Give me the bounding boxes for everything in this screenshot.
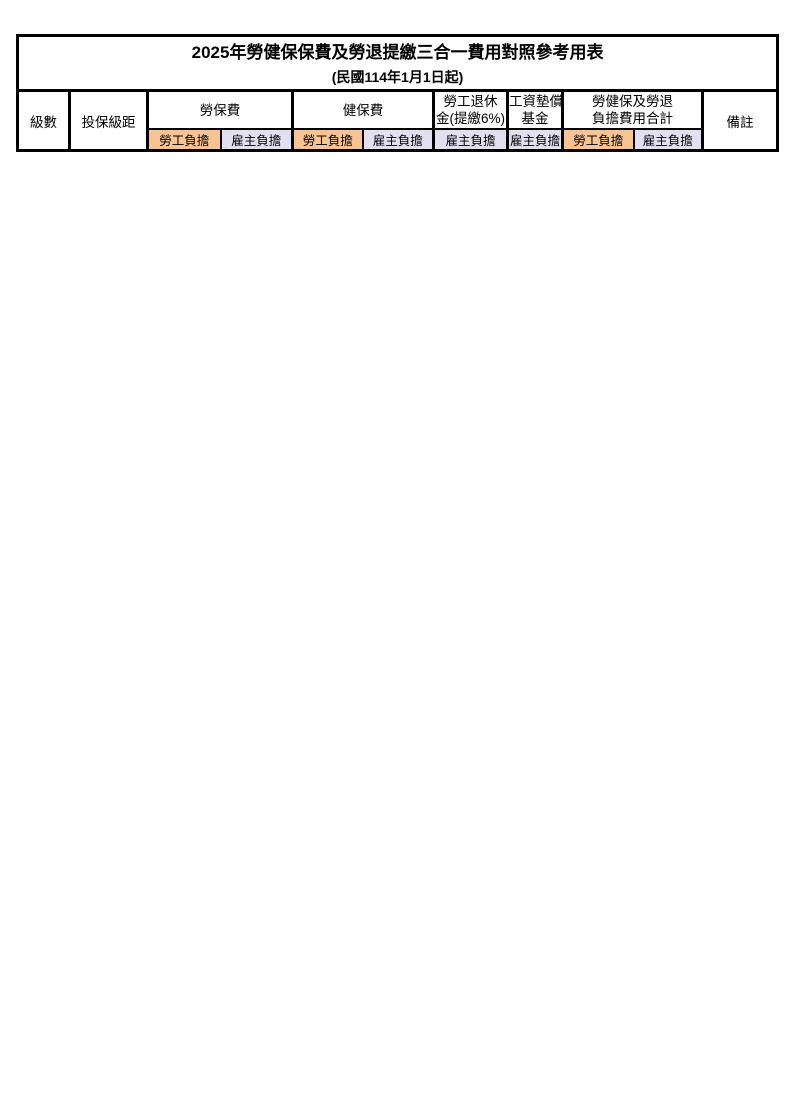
header-row-groups: 級數 投保級距 勞保費 健保費 勞工退休 金(提繳6%) 工資墊償 基金 勞健保… (16, 89, 779, 152)
col-header-total-line2: 負擔費用合計 (592, 111, 673, 126)
col-header-level: 級數 (16, 89, 71, 152)
col-header-wage-fund-line2: 基金 (521, 111, 549, 126)
subheader-health-employee: 勞工負擔 (291, 128, 364, 152)
subheader-wage-fund-employer: 雇主負擔 (506, 128, 564, 152)
col-header-wage-fund-line1: 工資墊償 (509, 94, 563, 109)
subheader-labor-employee: 勞工負擔 (146, 128, 222, 152)
title-row: 2025年勞健保保費及勞退提繳三合一費用對照參考用表 (民國114年1月1日起) (16, 34, 779, 92)
header-row-subcolumns: 勞工負擔 雇主負擔 勞工負擔 雇主負擔 雇主負擔 雇主負擔 勞工負擔 雇主負擔 (18, 128, 778, 152)
col-header-pension-line1: 勞工退休 (443, 94, 498, 109)
subheader-pension-employer: 雇主負擔 (432, 128, 509, 152)
subheader-total-employer: 雇主負擔 (632, 128, 704, 152)
subheader-health-employer: 雇主負擔 (361, 128, 435, 152)
col-header-wage-fund: 工資墊償 基金 (506, 89, 564, 130)
col-header-labor-insurance: 勞保費 (146, 89, 294, 130)
col-header-pension: 勞工退休 金(提繳6%) (432, 89, 509, 130)
col-header-health-insurance: 健保費 (291, 89, 435, 130)
page-subtitle: (民國114年1月1日起) (331, 69, 464, 85)
premium-reference-table: 2025年勞健保保費及勞退提繳三合一費用對照參考用表 (民國114年1月1日起)… (16, 34, 780, 152)
subheader-total-employee: 勞工負擔 (561, 128, 635, 152)
col-header-salary: 投保級距 (68, 89, 149, 152)
table-title-block: 2025年勞健保保費及勞退提繳三合一費用對照參考用表 (民國114年1月1日起) (16, 34, 779, 92)
col-header-total: 勞健保及勞退 負擔費用合計 (561, 89, 704, 130)
col-header-total-line1: 勞健保及勞退 (592, 94, 673, 109)
col-header-note: 備註 (700, 89, 779, 152)
reference-table-sheet: 2025年勞健保保費及勞退提繳三合一費用對照參考用表 (民國114年1月1日起)… (16, 34, 780, 152)
subheader-labor-employer: 雇主負擔 (219, 128, 294, 152)
col-header-pension-line2: 金(提繳6%) (435, 111, 506, 126)
page-title: 2025年勞健保保費及勞退提繳三合一費用對照參考用表 (191, 43, 604, 62)
